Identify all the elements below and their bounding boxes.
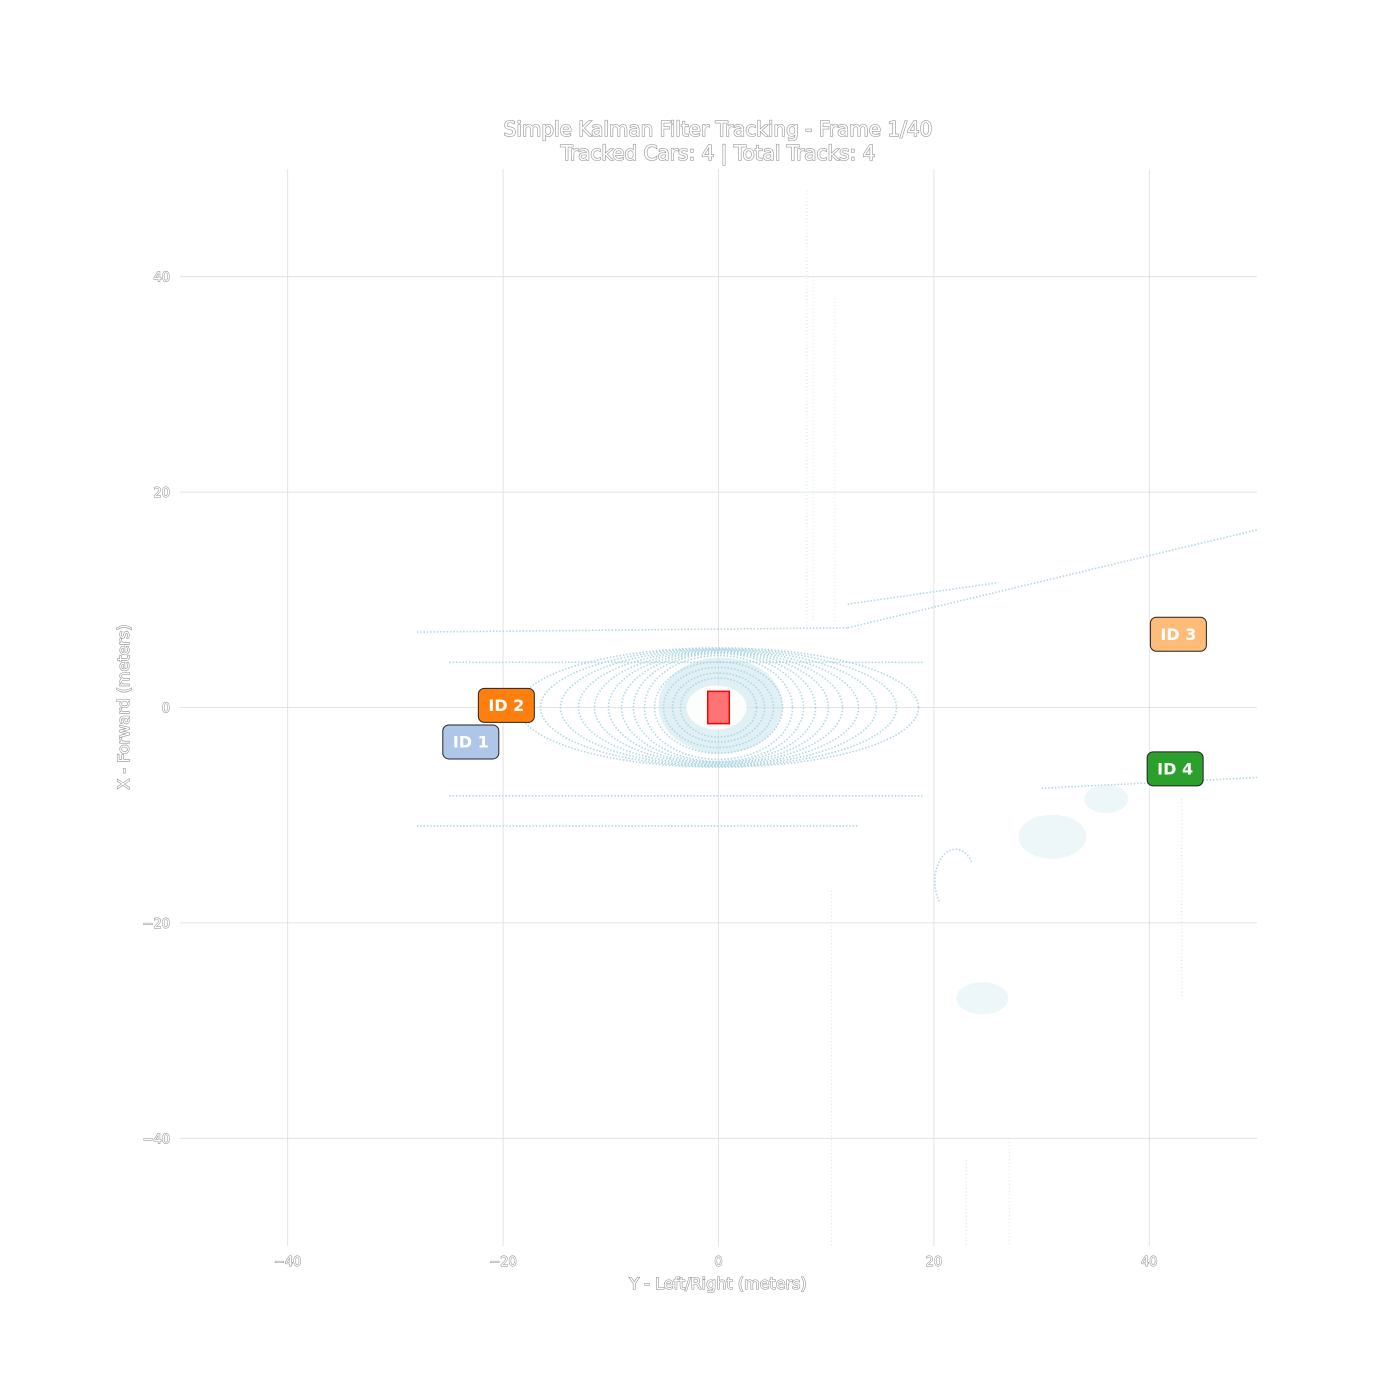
track-labels: ID 1 ID 2 ID 3 ID 4 [442,616,1207,787]
ego-vehicle [706,690,731,725]
chart-subtitle: Tracked Cars: 4 | Total Tracks: 4 [560,141,876,165]
x-tick-label: 0 [714,1255,722,1270]
cloud-ring [679,677,758,738]
track-label-box [442,724,500,760]
cloud-ring [643,654,794,761]
track-label-text: ID 1 [453,732,489,751]
track-label: ID 4 [1146,751,1204,787]
cloud-ring [577,649,860,766]
track-label-text: ID 2 [488,696,524,715]
track-label-text: ID 3 [1160,625,1196,644]
cloud-ring [653,661,784,754]
lidar-point-cloud [416,190,1258,1246]
tick-labels: −40 −20 0 20 40 40 20 0 −20 −40 [142,270,1158,1270]
track-label-box [477,687,535,723]
cloud-ring [517,647,920,768]
x-axis-label: Y - Left/Right (meters) [628,1274,806,1293]
cloud-ring [671,672,766,743]
x-tick-label: −20 [489,1255,516,1270]
track-label: ID 3 [1149,616,1207,652]
track-label-box [1146,751,1204,787]
cloud-cluster [1018,814,1087,859]
cloud-curb-arc [934,848,973,902]
cloud-ring [593,650,844,765]
y-tick-label: −40 [143,1132,170,1147]
ego-vehicle-box [706,690,731,725]
track-label-text: ID 4 [1157,759,1193,778]
x-tick-label: 40 [1141,1255,1158,1270]
cloud-cluster [1084,785,1129,814]
y-tick-label: 0 [162,702,170,717]
cloud-cluster [956,982,1009,1015]
y-tick-label: −20 [143,917,170,932]
x-tick-label: 20 [926,1255,943,1270]
cloud-edge [847,581,999,605]
grid [180,169,1257,1246]
y-tick-label: 40 [153,271,170,286]
track-label-box [1149,616,1207,652]
cloud-ring [559,648,878,767]
x-tick-label: −40 [274,1255,301,1270]
cloud-ring [539,647,898,768]
y-tick-label: 20 [153,486,170,501]
cloud-ring [662,666,775,749]
chart-title: Simple Kalman Filter Tracking - Frame 1/… [504,117,933,141]
track-label: ID 1 [442,724,500,760]
track-label: ID 2 [477,687,535,723]
y-axis-label: X - Forward (meters) [114,624,133,789]
cloud-edge [847,529,1258,629]
cloud-edge [416,627,848,633]
